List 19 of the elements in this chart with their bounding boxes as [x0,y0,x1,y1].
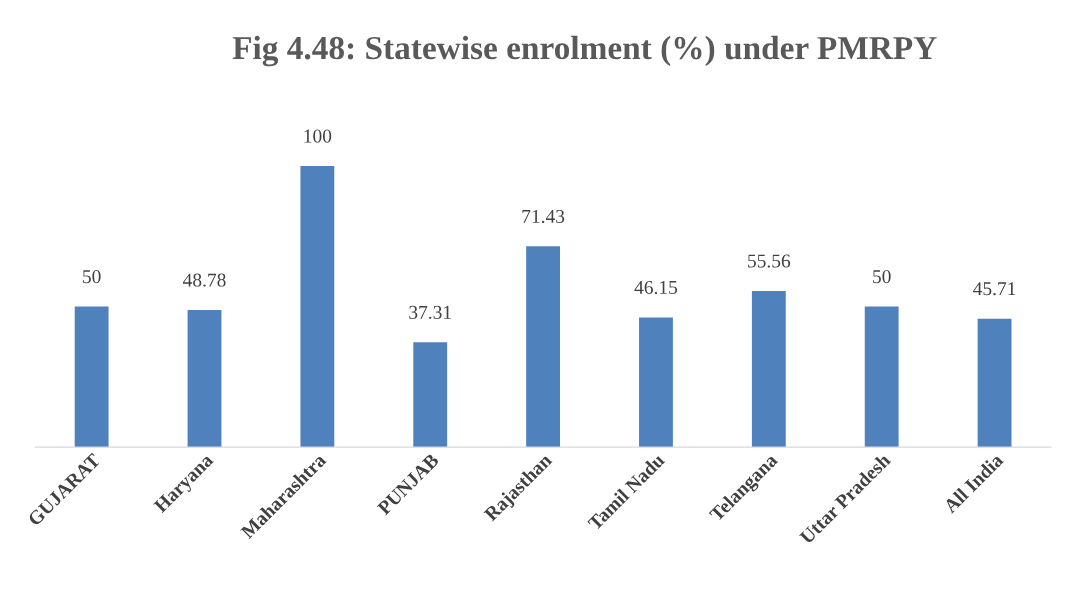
bar [977,318,1012,448]
data-label: 100 [304,129,332,143]
data-label: 50 [83,270,101,284]
bar [864,306,899,448]
data-label: 45.71 [973,282,1016,296]
data-label: 48.78 [183,273,226,287]
data-label: 37.31 [409,305,451,319]
bar [526,246,561,448]
data-label: 55.56 [748,254,791,268]
data-label: 50 [873,270,891,284]
bar [187,310,222,448]
bar [639,317,673,448]
chart-title: Fig 4.48: Statewise enrolment (%) under PMRPY [232,35,937,67]
data-label: 71.43 [522,209,565,224]
bar [751,290,786,448]
data-label: 46.15 [634,280,678,295]
bar [413,342,448,448]
bar [300,166,335,448]
bar [74,306,109,448]
